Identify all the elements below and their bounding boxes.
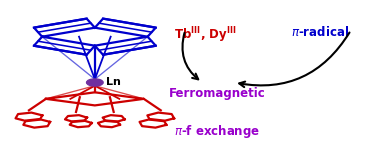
Text: Tb$^{\mathbf{III}}$, Dy$^{\mathbf{III}}$: Tb$^{\mathbf{III}}$, Dy$^{\mathbf{III}}$	[174, 25, 237, 45]
Text: Ln: Ln	[106, 77, 121, 87]
Circle shape	[87, 79, 103, 86]
Text: $\pi$-f exchange: $\pi$-f exchange	[174, 123, 260, 140]
Text: Ferromagnetic: Ferromagnetic	[169, 87, 266, 100]
Text: $\pi$-radical: $\pi$-radical	[291, 25, 349, 39]
